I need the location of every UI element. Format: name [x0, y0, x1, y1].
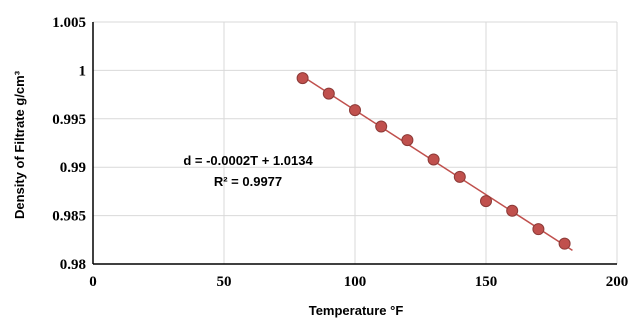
data-point — [401, 134, 414, 147]
x-tick-labels: 0 50 100 150 200 — [89, 274, 628, 290]
data-point — [480, 195, 492, 208]
x-tick-label: 50 — [217, 274, 232, 290]
data-point — [506, 204, 519, 217]
y-tick-labels: 0.98 0.985 0.99 0.995 1 1.005 — [52, 15, 86, 273]
trendline-equation: d = -0.0002T + 1.0134 — [183, 153, 313, 168]
y-tick-label: 0.98 — [60, 257, 86, 273]
x-tick-label: 0 — [89, 274, 97, 290]
x-tick-label: 150 — [475, 274, 498, 290]
data-points — [296, 72, 571, 250]
horizontal-gridlines — [92, 21, 617, 265]
data-point — [453, 170, 466, 183]
y-tick-label: 1.005 — [52, 15, 86, 31]
data-point — [322, 87, 335, 100]
y-axis-title: Density of Filtrate g/cm³ — [12, 70, 27, 219]
data-point — [532, 223, 545, 236]
x-axis-title: Temperature °F — [309, 303, 404, 318]
data-point — [296, 72, 309, 85]
r-squared-label: R² = 0.9977 — [214, 174, 282, 189]
x-tick-label: 100 — [344, 274, 367, 290]
data-point — [375, 120, 388, 133]
y-tick-label: 0.985 — [52, 209, 86, 225]
data-point — [349, 104, 361, 117]
y-tick-label: 1 — [79, 63, 87, 79]
y-tick-label: 0.99 — [60, 160, 86, 176]
data-point — [427, 153, 440, 166]
data-point — [558, 237, 571, 250]
x-tick-label: 200 — [606, 274, 629, 290]
vertical-gridlines — [223, 22, 618, 264]
y-tick-label: 0.995 — [52, 112, 86, 128]
